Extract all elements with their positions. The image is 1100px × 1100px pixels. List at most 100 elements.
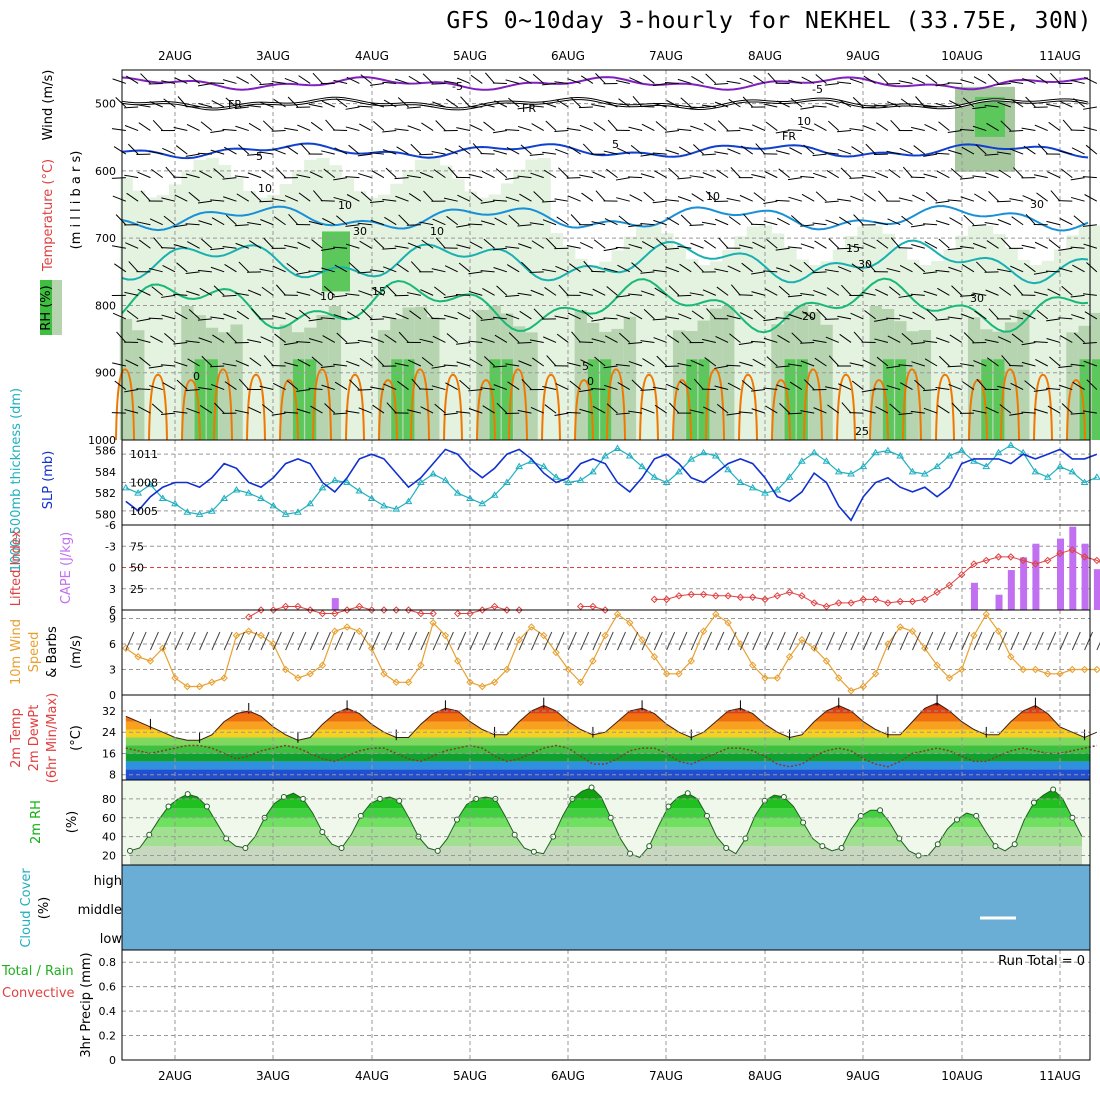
wind-barb (763, 200, 778, 204)
wind-barb (787, 294, 802, 298)
wind-barb (1061, 403, 1073, 414)
wind-barb (628, 176, 643, 179)
thickness-marker (330, 476, 339, 483)
temp-contour-25 (345, 373, 365, 441)
wind-barb (996, 268, 1011, 273)
temp-contour-25 (672, 379, 692, 441)
surface-wind-barb (875, 631, 885, 651)
wind-barb (408, 193, 422, 202)
wind-barb (693, 261, 704, 273)
wind-speed-marker (589, 657, 597, 665)
wind-barb (824, 269, 839, 273)
wind-barb (849, 177, 864, 179)
wind-barb (898, 247, 913, 249)
thickness-marker (1092, 473, 1100, 480)
wind-barb (751, 340, 766, 343)
wind-barb (677, 128, 692, 132)
surface-wind-barb (1010, 631, 1020, 651)
wind-barb (728, 98, 741, 108)
wind-barb (530, 406, 544, 414)
surface-wind-barb (629, 631, 639, 651)
wind-barb (114, 263, 127, 273)
wind-barb (851, 380, 864, 390)
li-marker (503, 606, 511, 614)
wind-barb (186, 407, 200, 414)
wind-barb (865, 261, 876, 273)
wind-barb (591, 221, 606, 226)
surface-wind-barb (420, 631, 430, 651)
wind-barb (446, 333, 459, 343)
li-marker (318, 609, 327, 618)
wind-barb (1046, 220, 1061, 226)
thickness-marker (1031, 467, 1040, 475)
wind-barb (935, 386, 950, 391)
wind-barb (470, 74, 483, 84)
wind-speed-marker (1056, 670, 1064, 678)
cape-bar (970, 582, 978, 610)
wind-barb (861, 389, 876, 393)
wind-barb (1000, 237, 1012, 249)
cloud-label: Cloud Cover (19, 868, 34, 948)
wind-barb (568, 145, 581, 155)
wind-barb (631, 379, 643, 390)
wind-barb (359, 240, 372, 249)
wind-barb (152, 119, 164, 131)
wind-barb (382, 315, 397, 320)
cape-tick: 50 (130, 562, 144, 575)
wind-barb (899, 147, 913, 155)
wind-barb (1046, 103, 1061, 108)
wind-barb (396, 146, 409, 155)
wind-barb (579, 408, 594, 414)
wind-barb (986, 357, 999, 367)
wind-barb (949, 100, 962, 108)
wind-barb (973, 76, 987, 84)
wind-barb (210, 316, 225, 320)
wind-barb (972, 106, 987, 110)
wind-barb (234, 409, 249, 414)
cape-bar (1032, 543, 1040, 610)
wind-barb (849, 362, 864, 367)
rh-marker (242, 845, 249, 851)
wind-barb (640, 105, 655, 108)
surface-wind-barb (617, 631, 626, 651)
wind-barb (286, 262, 299, 273)
wind-speed-marker (810, 644, 818, 652)
wind-speed-marker (576, 678, 585, 686)
wind-barb (803, 379, 815, 390)
wind-barb (615, 294, 630, 298)
wind-barb (755, 143, 766, 155)
rh-marker (665, 803, 672, 810)
wind-barb (898, 197, 913, 202)
wind-barb (828, 120, 840, 131)
wind-barb (507, 381, 520, 390)
wind-barb (566, 244, 581, 249)
wind-barb (468, 290, 483, 296)
wind-barb (346, 76, 360, 84)
wind-speed-marker (146, 657, 155, 665)
wind-barb (111, 177, 126, 179)
rh-shade-50 (967, 317, 981, 440)
wind-speed-marker (675, 670, 683, 678)
wind-barb (972, 175, 987, 179)
surface-wind-barb (961, 631, 971, 651)
wind-barb (333, 246, 348, 249)
wind-barb (898, 364, 913, 367)
wind-barb (517, 341, 532, 344)
rh-tick: 60 (102, 812, 116, 825)
wind-barb (824, 82, 839, 86)
wind-barb (902, 166, 913, 178)
wind-barb (480, 200, 495, 204)
wind-barb (997, 385, 1011, 391)
li-marker (896, 597, 904, 606)
wind-barb (664, 247, 679, 250)
wind-barb (1033, 271, 1048, 275)
rh-shade-30 (1041, 260, 1055, 440)
wind-tick: 3 (109, 664, 116, 677)
wind-barb (313, 190, 323, 202)
wind-barb (177, 96, 188, 108)
wind-barb (235, 125, 249, 132)
rh-marker (223, 835, 230, 842)
wind-barb (972, 292, 987, 296)
rh-shade-70 (391, 359, 403, 440)
wind-barb (544, 287, 557, 296)
